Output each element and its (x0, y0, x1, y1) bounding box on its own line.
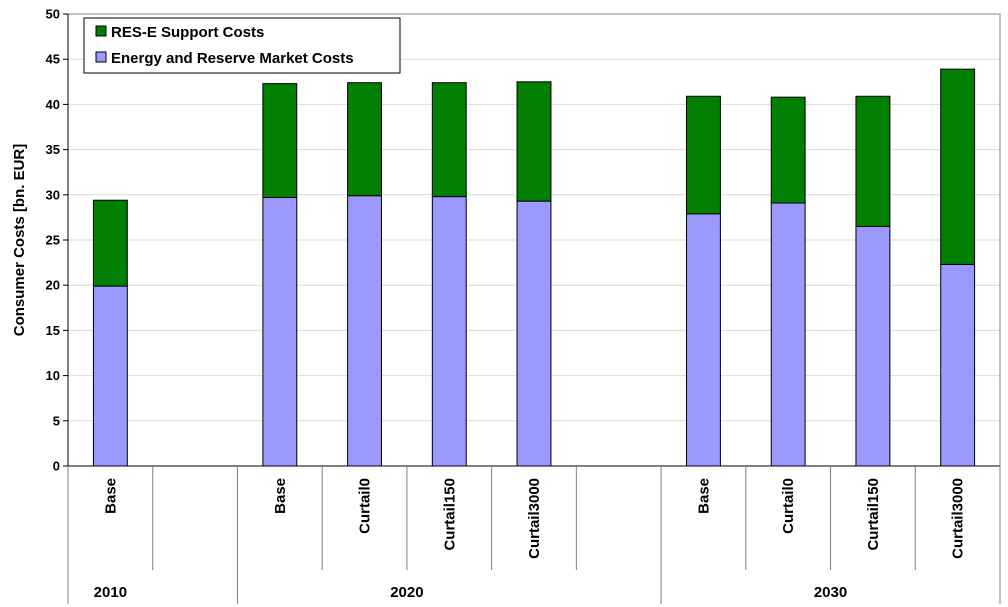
y-tick-label: 40 (46, 97, 60, 112)
y-tick-label: 45 (46, 52, 60, 67)
x-group-label: 2010 (94, 584, 127, 601)
x-category-label: Curtail0 (780, 478, 797, 534)
bar-energy-reserve (686, 213, 721, 467)
axes (67, 13, 1001, 467)
x-category-label: Curtail150 (865, 478, 882, 551)
bars (92, 68, 976, 467)
legend: RES-E Support Costs Energy and Reserve M… (83, 17, 401, 74)
bar-res-e-support (770, 96, 806, 204)
bar-res-e-support (516, 81, 552, 202)
bar-energy-reserve (770, 202, 806, 467)
x-category-label: Curtail150 (441, 478, 458, 551)
bar-energy-reserve (516, 200, 552, 467)
y-tick-label: 50 (46, 7, 60, 22)
x-category-label: Curtail3000 (526, 478, 543, 559)
legend-label-energy-reserve: Energy and Reserve Market Costs (111, 50, 354, 67)
bar-energy-reserve (940, 263, 976, 467)
y-tick-label: 35 (46, 142, 60, 157)
bar-res-e-support (686, 95, 721, 215)
bar-res-e-support (940, 68, 976, 265)
bar-energy-reserve (262, 197, 298, 467)
x-group-label: 2030 (814, 584, 847, 601)
x-category-label: Base (102, 478, 119, 514)
bar-res-e-support (855, 95, 891, 227)
y-tick-label: 25 (46, 233, 60, 248)
legend-box (83, 17, 401, 74)
y-tick-label: 10 (46, 368, 60, 383)
bar-energy-reserve (92, 285, 128, 467)
legend-label-res-e: RES-E Support Costs (111, 24, 264, 41)
y-tick-label: 15 (46, 323, 60, 338)
bar-res-e-support (347, 82, 382, 197)
x-category-label: Curtail0 (357, 478, 374, 534)
x-category-label: Base (695, 478, 712, 514)
y-axis-label: Consumer Costs [bn. EUR] (11, 144, 28, 337)
x-category-label: Curtail3000 (950, 478, 967, 559)
bar-res-e-support (431, 82, 467, 198)
bar-energy-reserve (431, 196, 467, 467)
legend-swatch-energy-reserve (95, 51, 107, 63)
x-category-label: Base (272, 478, 289, 514)
y-tick-label: 5 (53, 413, 60, 428)
bar-energy-reserve (855, 225, 891, 467)
y-tick-labels: 0 5 10 15 20 25 30 35 40 45 50 (46, 7, 60, 474)
y-tick-label: 30 (46, 187, 60, 202)
x-group-label: 2020 (390, 584, 423, 601)
bar-res-e-support (92, 199, 128, 287)
legend-swatch-res-e (95, 25, 107, 37)
bar-res-e-support (262, 83, 298, 199)
y-tick-label: 0 (53, 459, 60, 474)
x-category-labels: Base Base Curtail0 Curtail150 Curtail3000 Bas… (67, 466, 1001, 604)
bar-energy-reserve (347, 195, 382, 467)
y-tick-label: 20 (46, 278, 60, 293)
